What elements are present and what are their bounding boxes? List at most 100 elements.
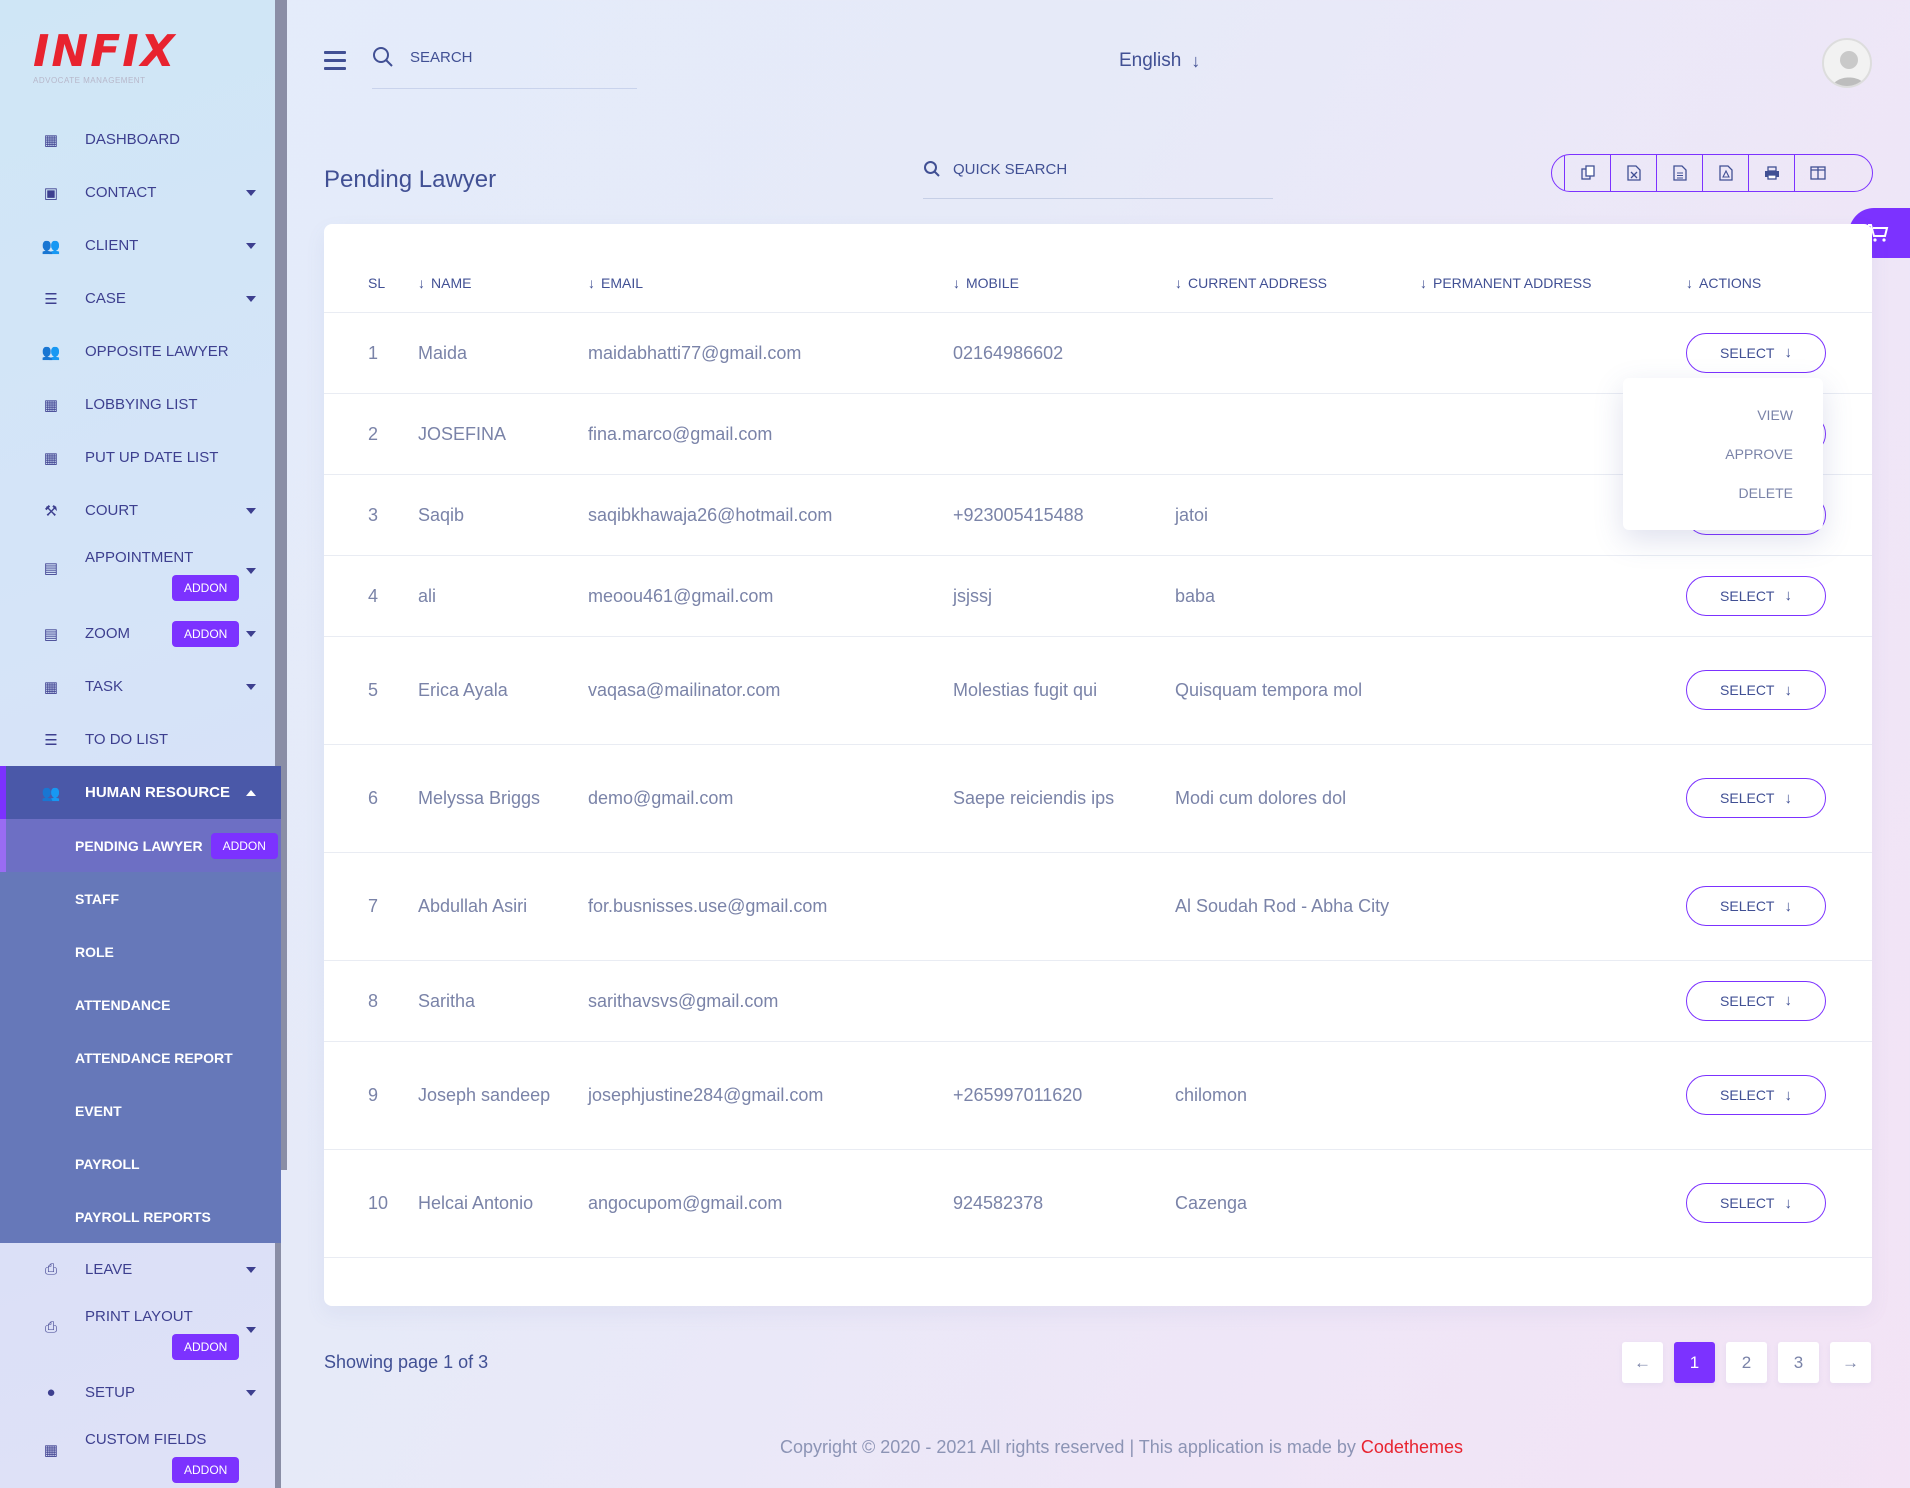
sidebar-item-label: ZOOM — [85, 625, 130, 642]
sidebar-item-leave[interactable]: ⎙ LEAVE — [0, 1243, 281, 1296]
submenu-item-payroll[interactable]: PAYROLL — [0, 1137, 281, 1190]
submenu-item-staff[interactable]: STAFF — [0, 872, 281, 925]
arrow-down-icon: ↓ — [1784, 587, 1792, 604]
addon-badge: ADDON — [172, 575, 240, 601]
dropdown-item-delete[interactable]: DELETE — [1738, 485, 1793, 501]
column-header-mobile[interactable]: ↓ MOBILE — [953, 254, 1175, 313]
addon-badge: ADDON — [172, 1457, 240, 1483]
select-button[interactable]: SELECT ↓ — [1686, 575, 1826, 616]
sidebar-item-client[interactable]: 👥 CLIENT — [0, 219, 281, 272]
submenu-item-event[interactable]: EVENT — [0, 1084, 281, 1137]
logo[interactable]: INFIX ADVOCATE MANAGEMENT — [33, 30, 177, 86]
submenu-item-attendance[interactable]: ATTENDANCE — [0, 978, 281, 1031]
sidebar-item-label: CUSTOM FIELDS — [85, 1431, 207, 1448]
page-button-1[interactable]: 1 — [1674, 1342, 1715, 1383]
select-label: SELECT — [1720, 344, 1775, 361]
table-row: 4 ali meoou461@gmail.com jsjssj baba SEL… — [324, 555, 1872, 637]
sidebar-item-court[interactable]: ⚒ COURT — [0, 484, 281, 537]
cell-mobile: Molestias fugit qui — [953, 636, 1175, 745]
excel-button[interactable] — [1610, 155, 1656, 191]
column-header-sl[interactable]: SL — [324, 254, 418, 313]
cell-mobile: +265997011620 — [953, 1041, 1175, 1150]
submenu-item-payroll-reports[interactable]: PAYROLL REPORTS — [0, 1190, 281, 1243]
select-button[interactable]: SELECT ↓ — [1686, 1183, 1826, 1223]
table-row: 1 Maida maidabhatti77@gmail.com 02164986… — [324, 312, 1872, 394]
cell-current-address: jatoi — [1175, 474, 1420, 556]
sidebar-item-print-layout[interactable]: ⎙ PRINT LAYOUT ADDON — [0, 1296, 281, 1366]
cell-mobile — [953, 393, 1175, 475]
column-header-email[interactable]: ↓ EMAIL — [588, 254, 953, 313]
sidebar-item-contact[interactable]: ▣ CONTACT — [0, 166, 281, 219]
cell-permanent-address — [1420, 555, 1686, 637]
cell-mobile — [953, 852, 1175, 961]
select-button[interactable]: SELECT ↓ — [1686, 670, 1826, 710]
select-label: SELECT — [1720, 1087, 1775, 1103]
sidebar-item-dashboard[interactable]: ▦ DASHBOARD — [0, 113, 281, 166]
table-row: 6 Melyssa Briggs demo@gmail.com Saepe re… — [324, 744, 1872, 853]
submenu-item-attendance-report[interactable]: ATTENDANCE REPORT — [0, 1031, 281, 1084]
submenu-item-role[interactable]: ROLE — [0, 925, 281, 978]
cell-sl: 10 — [324, 1149, 418, 1258]
top-search[interactable]: SEARCH — [372, 46, 473, 68]
addon-badge: ADDON — [172, 1334, 240, 1360]
column-header-name[interactable]: ↓ NAME — [418, 254, 588, 313]
cell-name: JOSEFINA — [418, 393, 588, 475]
footer-brand-link[interactable]: Codethemes — [1360, 1437, 1463, 1457]
arrow-down-icon: ↓ — [1784, 1194, 1792, 1212]
sidebar-item-case[interactable]: ☰ CASE — [0, 272, 281, 325]
arrow-down-icon: ↓ — [1784, 992, 1792, 1009]
select-button[interactable]: SELECT ↓ — [1686, 332, 1826, 373]
sidebar-scrollbar[interactable] — [281, 0, 287, 1170]
cell-current-address — [1175, 312, 1420, 394]
pdf-button[interactable] — [1702, 155, 1748, 191]
select-button[interactable]: SELECT ↓ — [1686, 886, 1826, 926]
arrow-down-icon: ↓ — [1784, 344, 1792, 361]
cell-mobile: jsjssj — [953, 555, 1175, 637]
submenu-item-pending-lawyer[interactable]: PENDING LAWYER ADDON — [0, 819, 281, 872]
sidebar-item-task[interactable]: ▦ TASK — [0, 660, 281, 713]
cell-sl: 6 — [324, 744, 418, 853]
next-page-button[interactable]: → — [1830, 1342, 1871, 1383]
quick-search[interactable]: QUICK SEARCH — [923, 160, 1067, 178]
cell-actions: SELECT ↓ — [1686, 1041, 1872, 1150]
language-select[interactable]: English ↓ — [1119, 50, 1200, 72]
column-header-actions[interactable]: ↓ ACTIONS — [1686, 254, 1872, 313]
columns-button[interactable] — [1794, 155, 1840, 191]
sidebar-item-human-resource[interactable]: 👥 HUMAN RESOURCE — [0, 766, 281, 819]
sidebar-item-label: DASHBOARD — [85, 131, 181, 148]
sidebar-item-zoom[interactable]: ▤ ZOOM ADDON — [0, 607, 281, 660]
caret-down-icon — [246, 1266, 256, 1273]
cell-permanent-address — [1420, 1149, 1686, 1258]
select-button[interactable]: SELECT ↓ — [1686, 1075, 1826, 1115]
cell-current-address — [1175, 960, 1420, 1042]
csv-button[interactable] — [1656, 155, 1702, 191]
column-header-permanent-address[interactable]: ↓ PERMANENT ADDRESS — [1420, 254, 1686, 313]
cell-name: ali — [418, 555, 588, 637]
sidebar-item-appointment[interactable]: ▤ APPOINTMENT ADDON — [0, 537, 281, 607]
prev-page-button[interactable]: ← — [1622, 1342, 1663, 1383]
page-button-2[interactable]: 2 — [1726, 1342, 1767, 1383]
avatar[interactable] — [1822, 38, 1872, 88]
cell-permanent-address — [1420, 636, 1686, 745]
sidebar-item-opposite-lawyer[interactable]: 👥 OPPOSITE LAWYER — [0, 325, 281, 378]
dropdown-item-approve[interactable]: APPROVE — [1725, 446, 1793, 462]
sidebar-item-lobbying-list[interactable]: ▦ LOBBYING LIST — [0, 378, 281, 431]
page-button-3[interactable]: 3 — [1778, 1342, 1819, 1383]
column-header-current-address[interactable]: ↓ CURRENT ADDRESS — [1175, 254, 1420, 313]
hamburger-menu-icon[interactable] — [324, 51, 346, 75]
arrow-down-icon: ↓ — [1784, 681, 1792, 699]
cell-actions: SELECT ↓ — [1686, 636, 1872, 745]
select-button[interactable]: SELECT ↓ — [1686, 778, 1826, 818]
cell-sl: 3 — [324, 474, 418, 556]
copy-button[interactable] — [1564, 155, 1610, 191]
sidebar-item-put-up-date-list[interactable]: ▦ PUT UP DATE LIST — [0, 431, 281, 484]
sidebar-item-label: SETUP — [85, 1384, 136, 1401]
print-button[interactable] — [1748, 155, 1794, 191]
sidebar-item-label: COURT — [85, 502, 139, 519]
dropdown-item-view[interactable]: VIEW — [1757, 407, 1793, 423]
sidebar-item-to-do-list[interactable]: ☰ TO DO LIST — [0, 713, 281, 766]
users-icon: 👥 — [41, 237, 61, 255]
sidebar-item-custom-fields[interactable]: ▦ CUSTOM FIELDS ADDON — [0, 1419, 281, 1488]
sidebar-item-setup[interactable]: ● SETUP — [0, 1366, 281, 1419]
select-button[interactable]: SELECT ↓ — [1686, 980, 1826, 1021]
